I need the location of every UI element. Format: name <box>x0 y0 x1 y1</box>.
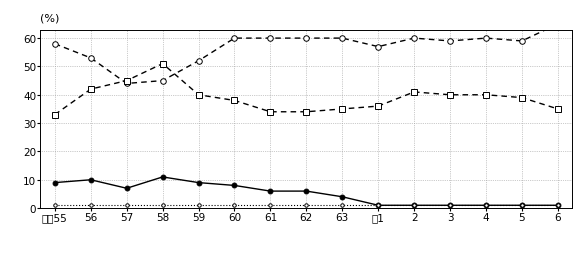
Text: (%): (%) <box>40 13 60 23</box>
